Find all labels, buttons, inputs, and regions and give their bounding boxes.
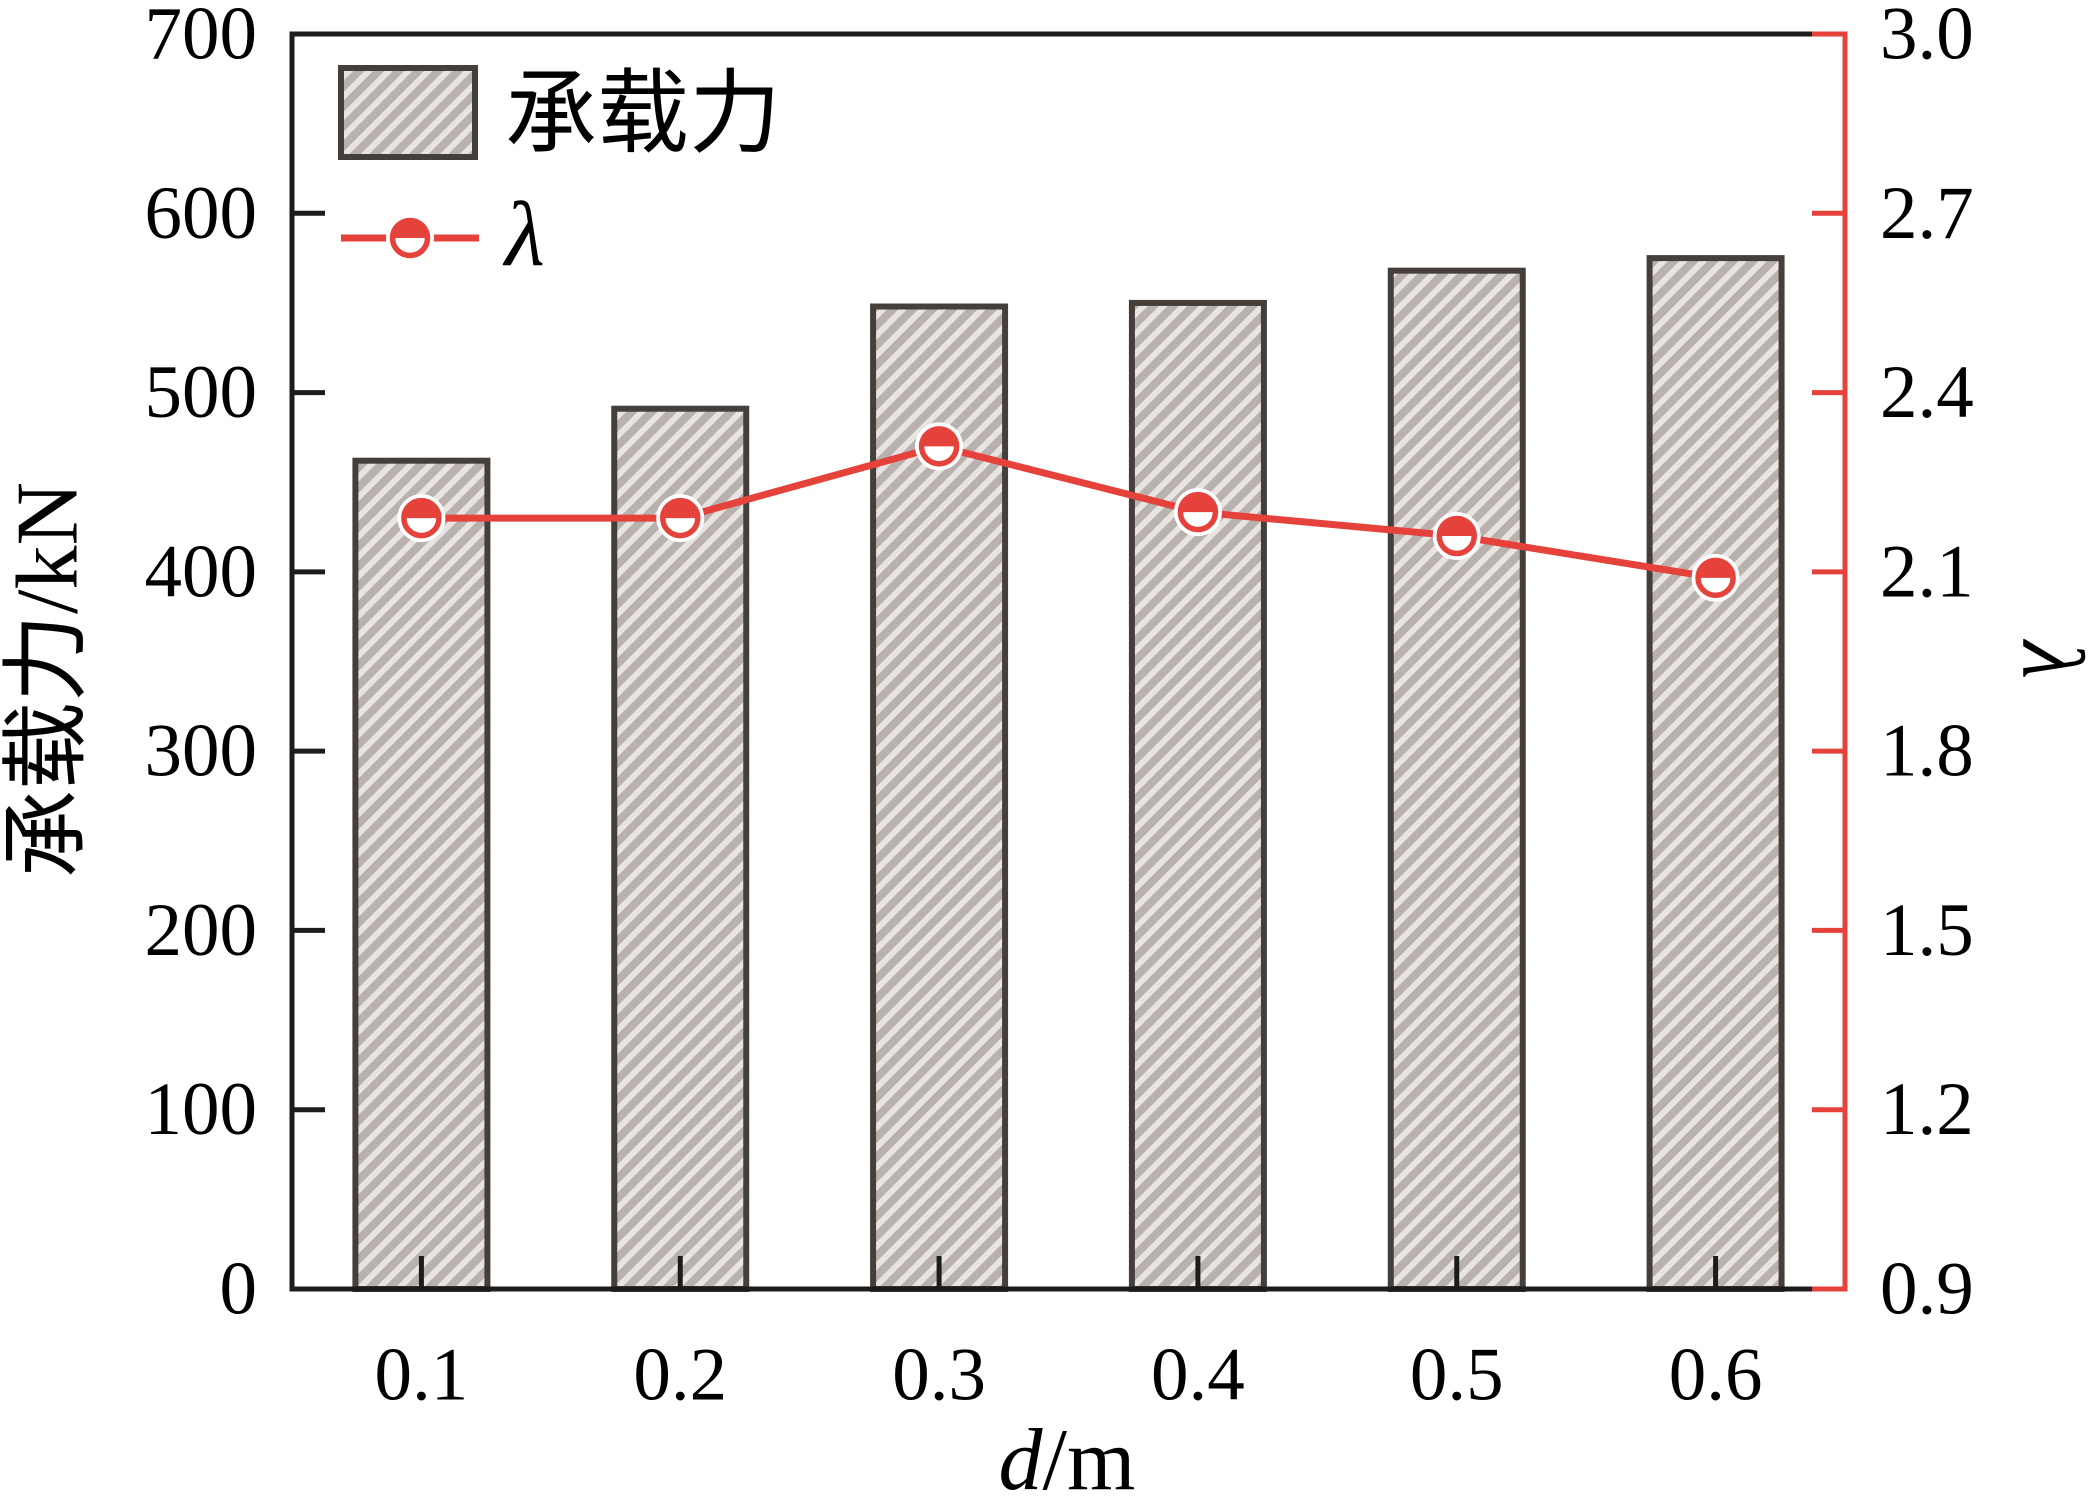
bar (1387, 267, 1526, 1292)
y-tick-label: 600 (145, 172, 258, 255)
x-tick-label: 0.5 (1410, 1334, 1504, 1417)
legend: 承载力 λ (338, 63, 781, 285)
legend-label-bars: 承载力 (505, 63, 781, 165)
bar (352, 457, 491, 1292)
y2-tick-label: 1.5 (1880, 889, 1974, 972)
y-axis-title: 承载力/kN (0, 482, 97, 878)
y2-tick-label: 1.8 (1880, 710, 1974, 793)
y2-tick-label: 0.9 (1880, 1248, 1974, 1331)
lambda-point-tophalf (1180, 494, 1216, 513)
legend-bar-swatch (338, 65, 478, 160)
lambda-point-tophalf (403, 500, 439, 519)
y-tick-label: 0 (220, 1248, 258, 1331)
lambda-markers (397, 422, 1740, 602)
y-tick-label: 200 (145, 889, 258, 972)
y2-tick-label: 2.4 (1880, 351, 1974, 434)
lambda-line-series (417, 442, 1720, 582)
bar (1646, 255, 1785, 1292)
legend-marker-tophalf (392, 220, 428, 238)
x-tick-labels: 0.1 0.2 0.3 0.4 0.5 0.6 (375, 1334, 1763, 1417)
y-tick-label: 100 (145, 1068, 258, 1151)
x-tick-label: 0.6 (1669, 1334, 1763, 1417)
y-tick-label: 500 (145, 351, 258, 434)
lambda-point-tophalf (1439, 518, 1475, 536)
lambda-polyline (417, 442, 1720, 582)
x-tick-label: 0.4 (1151, 1334, 1245, 1417)
y2-tick-label: 2.7 (1880, 172, 1974, 255)
x-axis-title-unit: /m (1043, 1412, 1136, 1499)
y2-axis-title: λ (2004, 638, 2100, 679)
lambda-point-tophalf (1698, 560, 1734, 578)
x-axis-title: d/m (999, 1412, 1136, 1499)
y2-tick-label: 3.0 (1880, 0, 1974, 76)
legend-label-lambda: λ (502, 183, 545, 285)
lambda-point-tophalf (921, 428, 957, 447)
axes-frame (289, 31, 1848, 1292)
x-tick-label: 0.1 (375, 1334, 469, 1417)
lambda-point-tophalf (662, 500, 698, 519)
x-tick-label: 0.3 (892, 1334, 986, 1417)
left-tick-labels: 700 600 500 400 300 200 100 0 (145, 0, 258, 1331)
bar (611, 405, 750, 1292)
x-axis-title-symbol: d (999, 1412, 1044, 1499)
bar-series (352, 255, 1785, 1292)
right-tick-labels: 3.0 2.7 2.4 2.1 1.8 1.5 1.2 0.9 (1880, 0, 1974, 1331)
y2-tick-label: 1.2 (1880, 1068, 1974, 1151)
y-tick-label: 400 (145, 530, 258, 613)
y-tick-label: 300 (145, 710, 258, 793)
bar (1128, 299, 1267, 1292)
x-tick-label: 0.2 (633, 1334, 727, 1417)
y-tick-label: 700 (145, 0, 258, 76)
legend-line-marker (386, 214, 434, 262)
x-axis-ticks (418, 1256, 1719, 1289)
y2-tick-label: 2.1 (1880, 530, 1974, 613)
